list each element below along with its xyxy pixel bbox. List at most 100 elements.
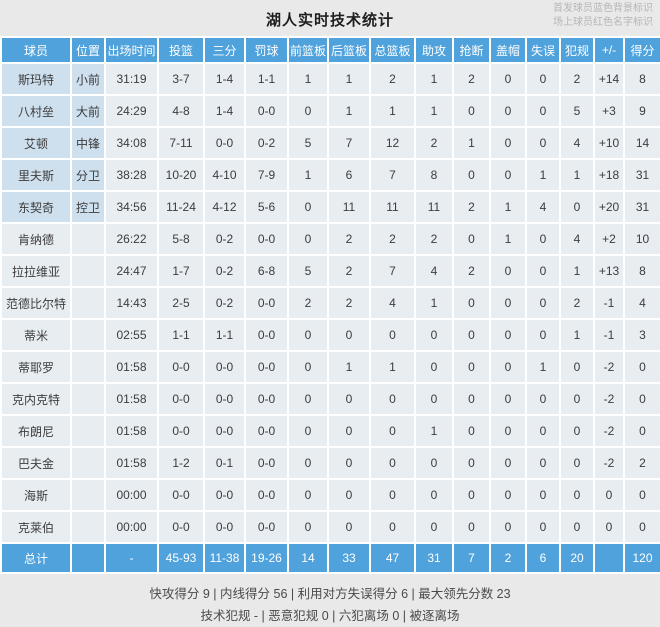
stat-cell: 0: [287, 318, 329, 352]
stat-cell: 31: [623, 190, 660, 224]
stat-cell: 0-0: [244, 350, 289, 384]
column-header-5: 罚球: [244, 36, 289, 64]
stat-cell: 2: [559, 62, 595, 96]
position-cell: [70, 222, 106, 256]
stat-cell: 8: [414, 158, 454, 192]
stat-cell: 5-6: [244, 190, 289, 224]
stat-cell: 0: [452, 94, 491, 128]
stat-cell: 9: [623, 94, 660, 128]
stat-cell: +18: [593, 158, 625, 192]
stat-cell: 0: [369, 510, 416, 544]
stat-cell: 14: [623, 126, 660, 160]
stat-cell: 1: [559, 254, 595, 288]
stat-cell: -2: [593, 382, 625, 416]
stat-cell: 2: [414, 222, 454, 256]
stat-cell: 0: [327, 318, 371, 352]
stat-cell: 0: [559, 190, 595, 224]
stat-cell: 2: [327, 254, 371, 288]
total-stat-cell: 120: [623, 542, 660, 574]
stat-cell: 0-0: [157, 478, 205, 512]
player-name-cell: 斯玛特: [0, 62, 72, 96]
total-stat-cell: 11-38: [203, 542, 246, 574]
column-header-11: 盖帽: [489, 36, 527, 64]
stat-cell: 3-7: [157, 62, 205, 96]
stat-cell: 34:08: [104, 126, 159, 160]
stat-cell: 0-0: [244, 286, 289, 320]
position-cell: [70, 446, 106, 480]
total-stat-cell: 31: [414, 542, 454, 574]
stat-cell: 0: [525, 382, 561, 416]
stat-cell: 4: [369, 286, 416, 320]
total-stat-cell: 19-26: [244, 542, 289, 574]
stat-cell: 1: [525, 158, 561, 192]
stat-cell: +2: [593, 222, 625, 256]
stat-cell: 0: [489, 478, 527, 512]
total-stat-cell: [70, 542, 106, 574]
summary-line-scoring: 快攻得分 9 | 内线得分 56 | 利用对方失误得分 6 | 最大领先分数 2…: [149, 587, 511, 601]
stat-cell: 0: [452, 446, 491, 480]
stat-cell: 0: [287, 350, 329, 384]
stat-cell: 1-4: [203, 94, 246, 128]
stat-cell: 0-2: [203, 286, 246, 320]
stat-cell: 0-0: [244, 446, 289, 480]
stat-cell: 7-11: [157, 126, 205, 160]
stat-cell: 7: [327, 126, 371, 160]
column-header-4: 三分: [203, 36, 246, 64]
position-cell: [70, 414, 106, 448]
stat-cell: 2: [623, 446, 660, 480]
column-header-14: +/-: [593, 36, 625, 64]
stat-cell: 6-8: [244, 254, 289, 288]
stat-cell: 0: [287, 510, 329, 544]
stat-cell: 2: [452, 190, 491, 224]
stat-cell: 0: [414, 318, 454, 352]
player-name-cell: 布朗尼: [0, 414, 72, 448]
stat-cell: 1: [369, 350, 416, 384]
position-cell: [70, 286, 106, 320]
stat-cell: 38:28: [104, 158, 159, 192]
player-row: 克莱伯 00:00 0-0 0-0 0-0 0 0 0 0 0 0 0 0 0 0: [0, 510, 660, 544]
position-cell: [70, 510, 106, 544]
player-name-cell: 克内克特: [0, 382, 72, 416]
column-header-13: 犯规: [559, 36, 595, 64]
column-header-10: 抢断: [452, 36, 491, 64]
stat-cell: 00:00: [104, 478, 159, 512]
player-name-cell: 艾顿: [0, 126, 72, 160]
stat-cell: 1: [489, 222, 527, 256]
stat-cell: +3: [593, 94, 625, 128]
stat-cell: 0-0: [244, 94, 289, 128]
total-stat-cell: 14: [287, 542, 329, 574]
stat-cell: 0: [623, 414, 660, 448]
position-cell: [70, 382, 106, 416]
stat-cell: 0: [369, 414, 416, 448]
stat-cell: 11: [414, 190, 454, 224]
total-stat-cell: 20: [559, 542, 595, 574]
stat-cell: 2: [414, 126, 454, 160]
total-stat-cell: -: [104, 542, 159, 574]
player-row: 蒂耶罗 01:58 0-0 0-0 0-0 0 1 1 0 0 0 1 0 -2 0: [0, 350, 660, 384]
stat-cell: 10: [623, 222, 660, 256]
stat-cell: 7: [369, 158, 416, 192]
position-cell: 小前: [70, 62, 106, 96]
stat-cell: 0: [287, 94, 329, 128]
stat-cell: 0: [287, 478, 329, 512]
stat-cell: 0: [327, 382, 371, 416]
stat-cell: 0: [489, 126, 527, 160]
stat-cell: 1-1: [244, 62, 289, 96]
stat-cell: 1-4: [203, 62, 246, 96]
stat-cell: 24:29: [104, 94, 159, 128]
stat-cell: -2: [593, 446, 625, 480]
stat-cell: 0: [559, 414, 595, 448]
stat-cell: 7-9: [244, 158, 289, 192]
stat-cell: 4: [525, 190, 561, 224]
column-header-7: 后篮板: [327, 36, 371, 64]
stat-cell: 0: [525, 62, 561, 96]
player-row: 东契奇 控卫 34:56 11-24 4-12 5-6 0 11 11 11 2 1 4 0 +20 31: [0, 190, 660, 224]
player-name-cell: 巴夫金: [0, 446, 72, 480]
stat-cell: 0: [327, 446, 371, 480]
player-row: 肯纳德 26:22 5-8 0-2 0-0 0 2 2 2 0 1 0 4 +2 10: [0, 222, 660, 256]
stat-cell: 0: [452, 350, 491, 384]
stat-cell: 4: [414, 254, 454, 288]
player-row: 艾顿 中锋 34:08 7-11 0-0 0-2 5 7 12 2 1 0 0 4 +10 14: [0, 126, 660, 160]
total-stat-cell: 47: [369, 542, 416, 574]
stat-cell: 0: [452, 286, 491, 320]
